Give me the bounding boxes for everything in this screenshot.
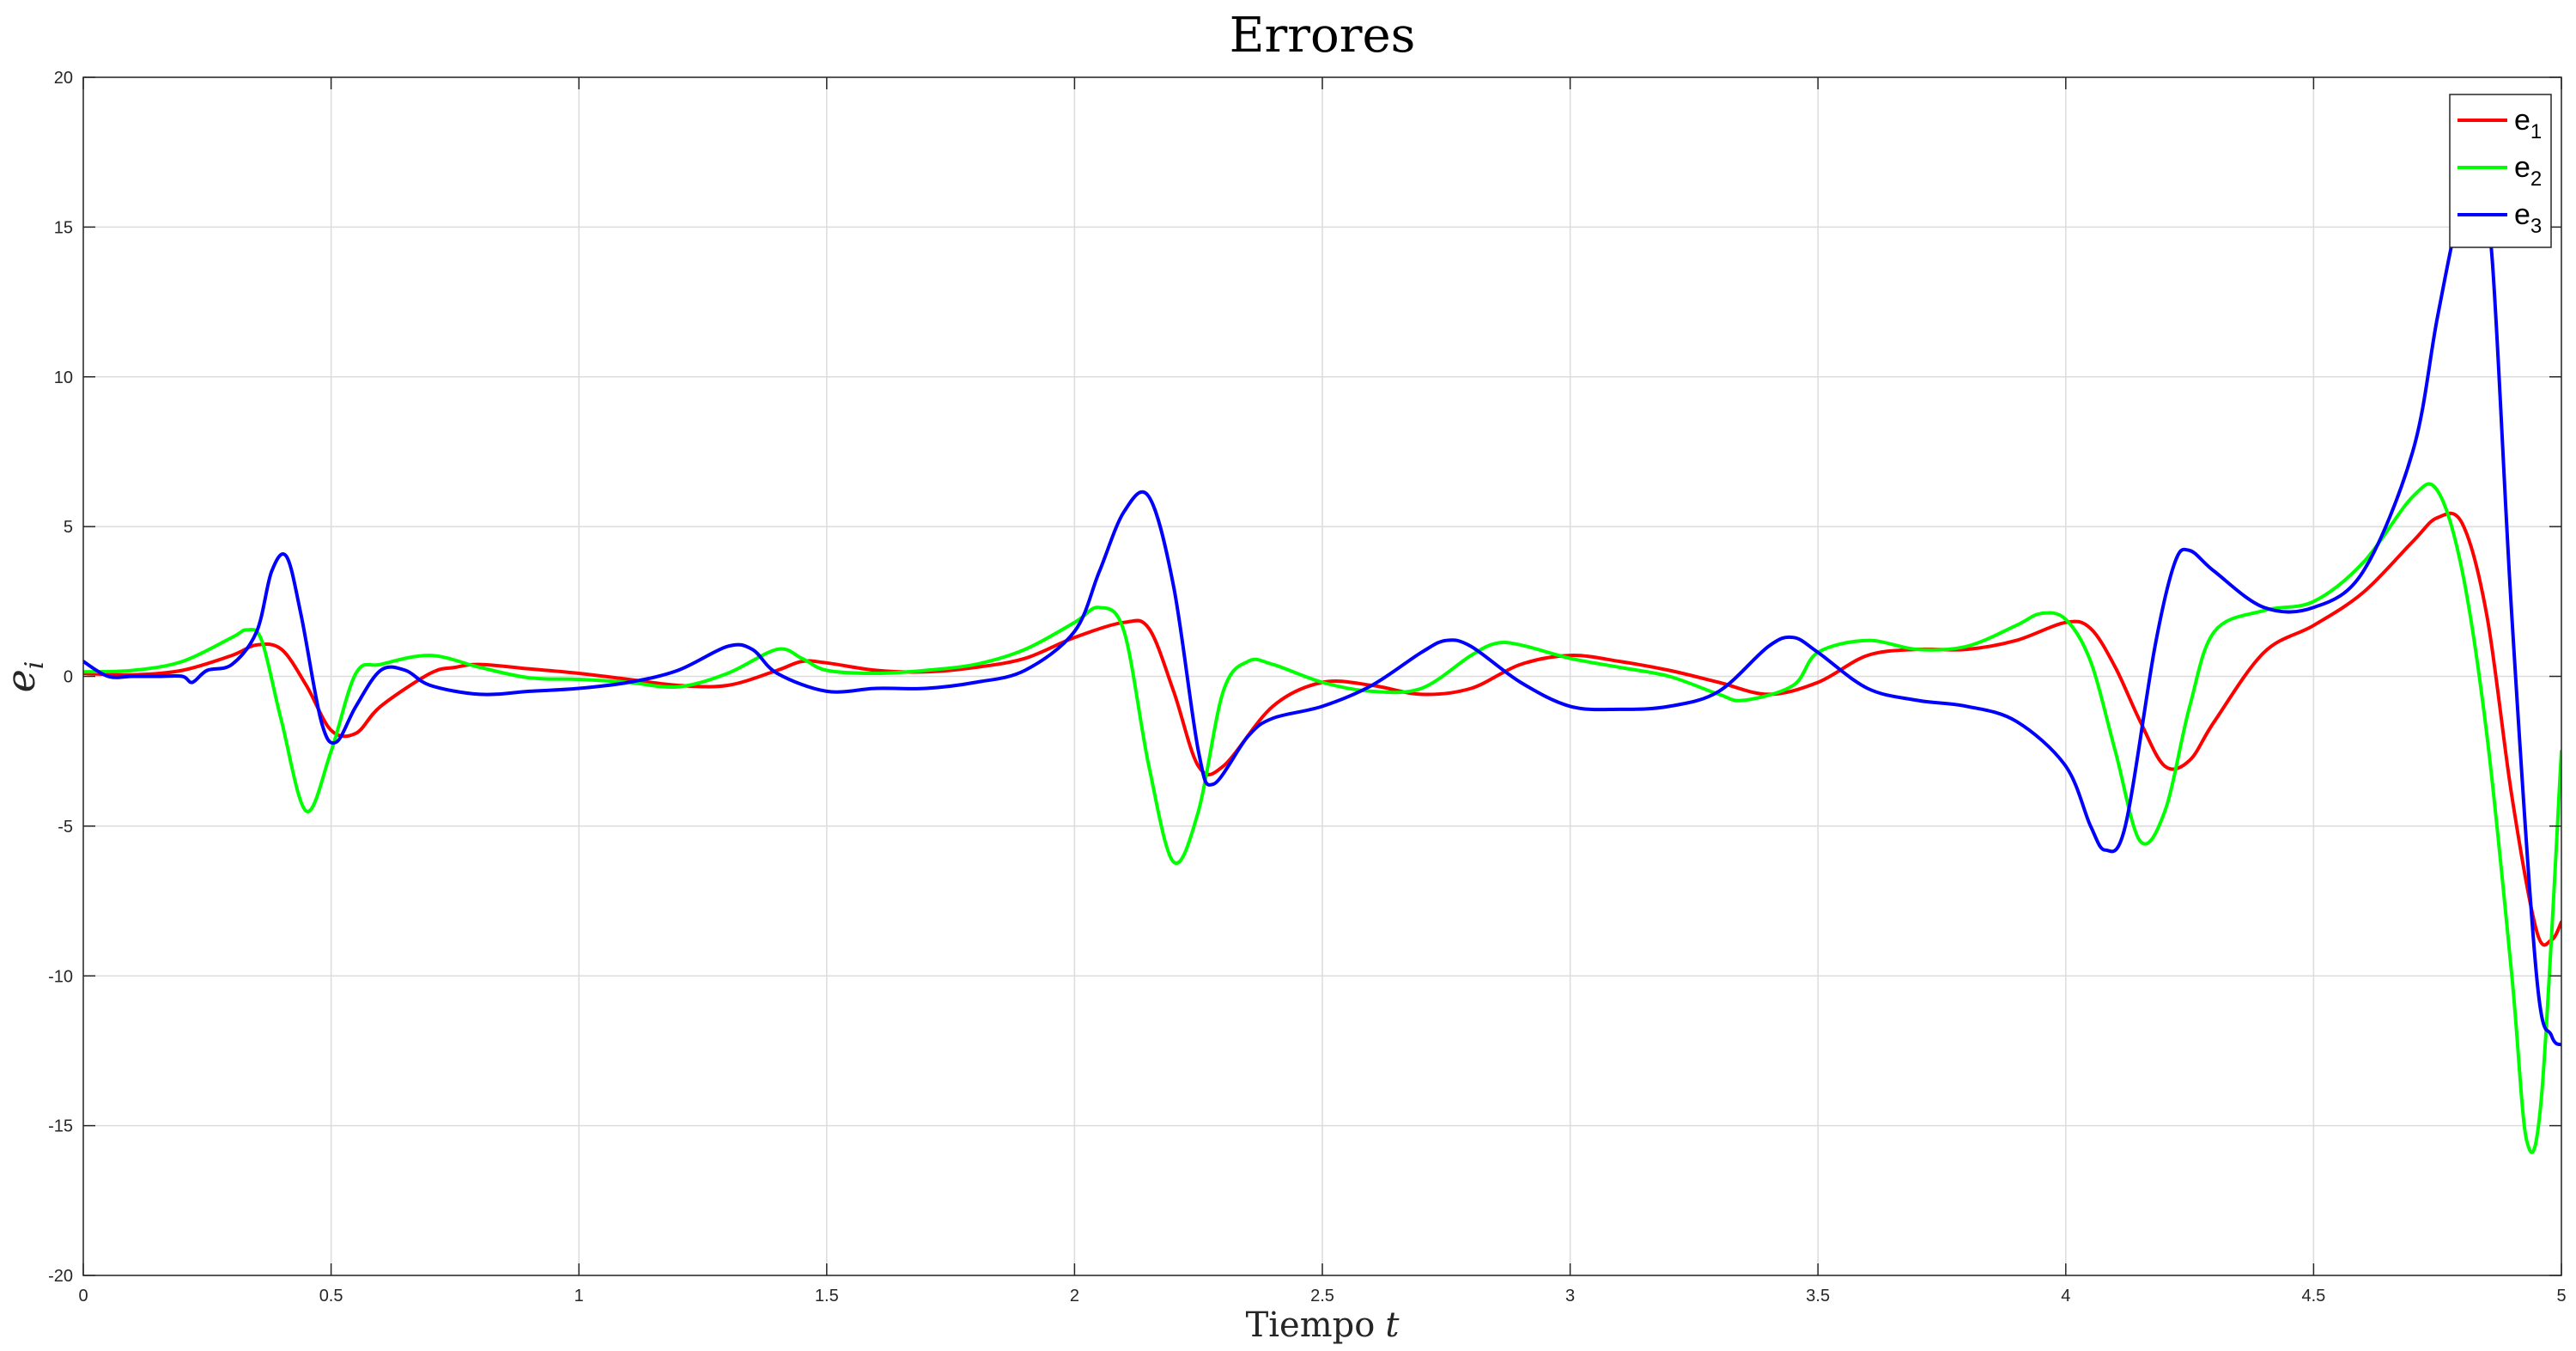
x-axis-label-var: t (1385, 1305, 1400, 1345)
legend-items: e1 e2 e3 (2458, 104, 2542, 238)
x-tick-label: 0.5 (319, 1287, 343, 1305)
y-axis-label-sub: i (20, 661, 50, 670)
y-tick-label: 0 (64, 668, 73, 687)
y-tick-label: 10 (54, 368, 73, 387)
y-axis-label: ei (0, 661, 50, 693)
legend-label: e1 (2514, 104, 2542, 143)
x-axis-label-text: Tiempo (1246, 1305, 1376, 1345)
x-tick-labels: 0 0.5 1 1.5 2 2.5 3 3.5 4 4.5 5 (78, 1287, 2566, 1305)
y-tick-label: 20 (54, 69, 73, 88)
x-tick-label: 3 (1565, 1287, 1575, 1305)
chart-title: Errores (1230, 8, 1416, 64)
y-tick-label: -5 (58, 818, 73, 837)
y-tick-labels: -20 -15 -10 -5 0 5 10 15 20 (48, 69, 73, 1286)
y-tick-label: 5 (64, 518, 73, 537)
x-tick-label: 5 (2556, 1287, 2566, 1305)
y-tick-label: -15 (48, 1117, 73, 1136)
x-tick-label: 4 (2061, 1287, 2070, 1305)
series-lines (83, 167, 2561, 1154)
x-tick-label: 0 (78, 1287, 88, 1305)
x-tick-label: 2 (1070, 1287, 1079, 1305)
y-tick-label: -10 (48, 967, 73, 986)
series-line-e2 (83, 482, 2561, 1154)
series-line-e3 (83, 167, 2561, 1047)
legend-label: e3 (2514, 198, 2542, 238)
y-tick-label: 15 (54, 218, 73, 237)
y-axis-label-var: e (0, 669, 44, 692)
y-tick-label: -20 (48, 1267, 73, 1286)
ticks (82, 76, 2562, 1276)
x-tick-label: 4.5 (2301, 1287, 2325, 1305)
x-tick-label: 1 (574, 1287, 584, 1305)
series-line-e1 (83, 511, 2561, 947)
x-axis-label: Tiempo t (1246, 1305, 1400, 1345)
legend: e1 e2 e3 (2449, 94, 2552, 248)
x-tick-label: 1.5 (815, 1287, 839, 1305)
x-tick-label: 2.5 (1310, 1287, 1334, 1305)
legend-label: e2 (2514, 151, 2542, 191)
x-tick-label: 3.5 (1806, 1287, 1830, 1305)
